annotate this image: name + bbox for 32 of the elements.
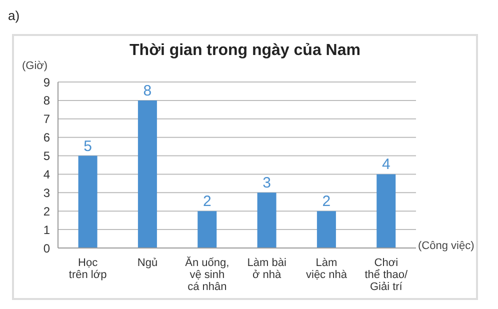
bar bbox=[138, 100, 157, 248]
data-label: 2 bbox=[202, 193, 212, 210]
x-tick-label: Ăn uống, vệ sinh cá nhân bbox=[185, 256, 230, 293]
bar bbox=[257, 192, 276, 248]
y-axis-title: (Giờ) bbox=[22, 60, 48, 72]
y-tick-label: 4 bbox=[43, 167, 50, 182]
data-label: 4 bbox=[382, 156, 390, 174]
y-tick-label: 6 bbox=[43, 130, 50, 145]
data-label: 5 bbox=[84, 138, 92, 155]
x-axis-title: (Công việc) bbox=[418, 240, 474, 252]
bar bbox=[78, 156, 98, 248]
y-tick-label: 5 bbox=[43, 149, 50, 164]
x-tick-label: Làm việc nhà bbox=[306, 257, 348, 281]
y-tick-label: 0 bbox=[43, 241, 50, 256]
bar bbox=[198, 211, 217, 248]
data-label: 8 bbox=[143, 82, 152, 100]
data-label: 3 bbox=[262, 174, 271, 192]
x-tick-label: Làm bài ở nhà bbox=[247, 257, 286, 281]
y-tick-label: 3 bbox=[43, 186, 50, 200]
y-tick-label: 8 bbox=[43, 94, 50, 108]
bar bbox=[376, 174, 396, 248]
y-tick-label: 2 bbox=[43, 204, 50, 218]
x-tick-label: Chơi thể thao/ Giải trí bbox=[364, 257, 409, 293]
y-tick-label: 1 bbox=[43, 222, 50, 237]
y-tick-label: 7 bbox=[43, 112, 50, 126]
text: a) bbox=[8, 8, 20, 23]
x-tick-label: Ngủ bbox=[137, 257, 158, 269]
y-tick-label: 9 bbox=[43, 75, 50, 90]
x-tick-label: Học trên lớp bbox=[68, 257, 107, 281]
chart-title: Thời gian trong ngày của Nam bbox=[128, 42, 362, 60]
data-label: 2 bbox=[322, 193, 331, 210]
bar bbox=[316, 211, 336, 248]
